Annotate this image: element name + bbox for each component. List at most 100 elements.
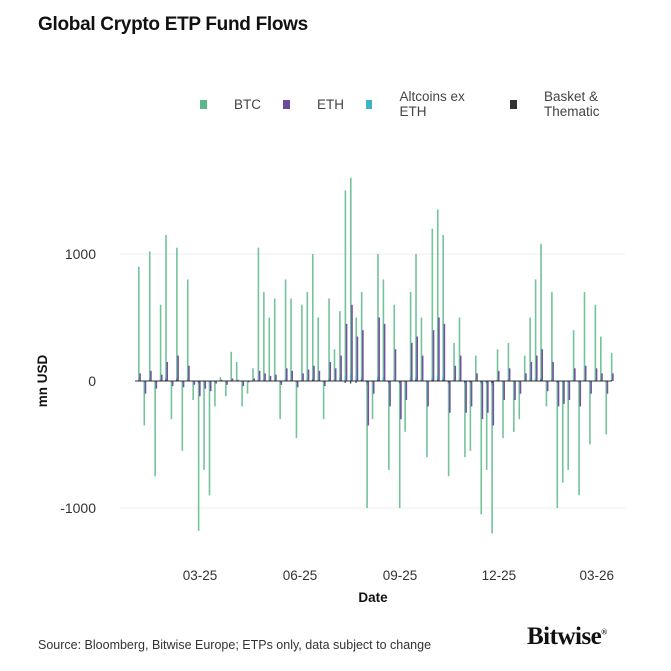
bar-btc: [436, 209, 439, 381]
bar-btc: [186, 279, 189, 381]
bar-btc: [583, 292, 586, 381]
bar-btc: [350, 177, 352, 381]
bar-basket-thematic: [436, 379, 439, 381]
bar-altcoins-ex-eth: [540, 377, 542, 381]
bar-btc: [360, 292, 363, 381]
bar-btc: [464, 381, 466, 458]
bar-eth: [476, 373, 478, 381]
bar-btc: [311, 254, 314, 381]
bar-eth: [481, 381, 484, 420]
bar-btc: [513, 381, 515, 432]
bar-eth: [302, 373, 304, 381]
bar-btc: [388, 381, 390, 470]
bar-altcoins-ex-eth: [360, 377, 363, 381]
bar-btc: [458, 317, 461, 381]
bar-eth: [530, 361, 533, 381]
bar-altcoins-ex-eth: [442, 376, 444, 381]
bar-altcoins-ex-eth: [388, 381, 390, 384]
bar-eth: [568, 381, 571, 401]
bar-eth: [519, 381, 522, 394]
bar-basket-thematic: [344, 381, 346, 383]
legend-item-altcoins: Altcoins ex ETH: [366, 89, 488, 119]
bar-eth: [421, 355, 424, 381]
bar-btc: [355, 317, 358, 381]
x-tick-label: 06-25: [283, 568, 318, 583]
bar-eth: [177, 355, 179, 381]
bar-eth: [264, 373, 266, 381]
bar-eth: [188, 365, 190, 381]
bar-eth: [443, 323, 446, 381]
bar-altcoins-ex-eth: [578, 381, 580, 383]
bar-altcoins-ex-eth: [328, 378, 330, 381]
bar-altcoins-ex-eth: [317, 379, 319, 381]
bar-altcoins-ex-eth: [377, 376, 379, 381]
legend-label: BTC: [234, 96, 261, 112]
legend-swatch-btc: [200, 99, 207, 109]
bar-eth: [296, 381, 299, 388]
bar-basket-thematic: [311, 379, 314, 381]
bar-altcoins-ex-eth: [382, 377, 384, 381]
bar-eth: [497, 370, 500, 381]
bar-basket-thematic: [556, 381, 558, 383]
bar-eth: [285, 368, 288, 381]
bar-altcoins-ex-eth: [398, 381, 401, 385]
bar-eth: [378, 317, 380, 381]
bar-btc: [578, 381, 580, 496]
bar-btc: [475, 355, 477, 381]
bar-eth: [383, 323, 386, 381]
x-axis-label: Date: [358, 590, 388, 605]
bar-basket-thematic: [480, 381, 482, 383]
bar-btc: [344, 190, 347, 381]
bar-eth: [372, 381, 375, 394]
bar-btc: [605, 381, 608, 435]
bar-eth: [487, 381, 489, 413]
bar-basket-thematic: [415, 379, 417, 381]
legend-item-eth: ETH: [283, 89, 344, 119]
bar-btc: [507, 342, 510, 381]
bar-eth: [231, 378, 234, 381]
bar-eth: [345, 323, 348, 381]
bar-altcoins-ex-eth: [551, 379, 553, 381]
bar-basket-thematic: [366, 381, 368, 383]
bar-btc: [148, 251, 151, 381]
bar-btc: [534, 279, 537, 381]
bar-basket-thematic: [377, 379, 379, 381]
bar-btc: [225, 381, 227, 397]
bar-altcoins-ex-eth: [208, 381, 210, 383]
bar-btc: [306, 292, 309, 381]
bar-eth: [514, 381, 516, 401]
bar-altcoins-ex-eth: [436, 375, 439, 381]
bar-eth: [508, 368, 511, 381]
bar-eth: [351, 304, 353, 381]
bar-btc: [176, 247, 178, 381]
bar-eth: [329, 361, 332, 381]
x-tick-label: 09-25: [383, 568, 418, 583]
bar-eth: [601, 373, 603, 381]
bar-altcoins-ex-eth: [366, 381, 368, 385]
bar-btc: [523, 355, 526, 381]
bar-btc: [263, 292, 265, 381]
bar-basket-thematic: [540, 379, 542, 381]
bar-eth: [394, 349, 397, 381]
bar-btc: [268, 317, 271, 381]
bar-altcoins-ex-eth: [393, 378, 395, 381]
bar-eth: [150, 370, 152, 381]
bar-btc: [214, 381, 216, 407]
bar-eth: [557, 381, 560, 407]
bar-btc: [170, 381, 173, 420]
bar-eth: [226, 381, 228, 385]
bar-eth: [193, 381, 196, 385]
bar-eth: [432, 330, 435, 381]
legend-label: Altcoins ex ETH: [399, 89, 465, 119]
bar-btc: [290, 298, 292, 381]
y-tick-label: -1000: [60, 500, 96, 516]
bar-btc: [610, 353, 613, 381]
bar-altcoins-ex-eth: [339, 377, 341, 381]
bar-eth: [367, 381, 370, 426]
bar-basket-thematic: [350, 381, 352, 384]
bar-basket-thematic: [176, 379, 178, 381]
bar-basket-thematic: [431, 379, 433, 381]
bar-altcoins-ex-eth: [480, 381, 482, 385]
bar-btc: [404, 381, 406, 432]
